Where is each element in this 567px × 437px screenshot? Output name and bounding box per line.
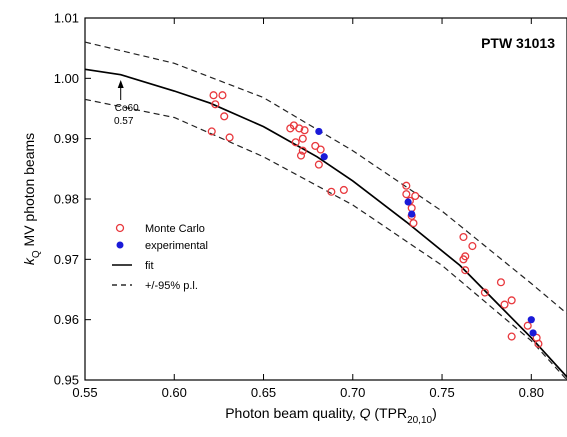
y-tick-label: 0.96 [54,312,79,327]
monte-carlo-point [480,288,489,297]
monte-carlo-point [407,204,416,213]
x-axis-title-open: (TPR [371,405,408,421]
axis-ticks: 0.55 0.60 0.65 0.70 0.75 0.80 0.95 0.96 0.97 0.98… [54,11,544,401]
monte-carlo-point [295,124,304,133]
x-tick-label: 0.65 [251,385,276,400]
experimental-point [315,127,323,136]
monte-carlo-point [534,339,543,348]
x-axis-title-symbol: Q [360,405,371,421]
fit-lines [84,41,567,381]
plot-area [84,17,567,381]
y-axis-title-rest: MV photon beams [21,133,37,251]
x-tick-label: 0.80 [519,385,544,400]
experimental-point [404,198,412,206]
y-tick-label: 0.98 [54,192,79,207]
monte-carlo-point [220,112,229,121]
monte-carlo-point [209,91,218,100]
monte-carlo-point [296,151,306,160]
monte-carlo-point [211,100,220,109]
y-tick-label: 1.01 [54,11,79,26]
monte-carlo-point [459,232,468,242]
data-points [207,91,543,348]
experimental-point [529,329,537,337]
monte-carlo-point [316,145,325,154]
x-tick-label: 0.75 [429,385,454,400]
monte-carlo-point [411,191,420,201]
monte-carlo-point [496,278,505,287]
x-tick-label: 0.70 [340,385,365,400]
y-axis-title-symbol: k [21,257,37,265]
monte-carlo-point [218,91,227,100]
monte-carlo-point [207,127,216,136]
monte-carlo-point [468,242,477,251]
x-axis-title: Photon beam quality, Q (TPR20,10) [225,405,437,426]
monte-carlo-point [314,160,323,169]
experimental-point [320,153,328,161]
monte-carlo-point [507,332,516,341]
monte-carlo-point [402,190,411,199]
monte-carlo-point [409,219,418,228]
monte-carlo-point [339,185,348,195]
monte-carlo-point [507,296,516,305]
monte-carlo-point [225,133,234,142]
legend-marker-experimental [116,241,124,249]
fit-line [84,68,567,378]
x-tick-label: 0.55 [72,385,97,400]
y-axis-title-subscript: Q [31,250,42,258]
co60-value: 0.57 [114,116,134,127]
x-axis-title-main: Photon beam quality, [225,405,359,421]
monte-carlo-point [291,138,300,147]
monte-carlo-point [523,321,532,330]
prediction-limit-upper [84,41,567,315]
y-tick-label: 0.99 [54,131,79,146]
monte-carlo-point [298,134,307,143]
y-axis-title: kQ MV photon beams [21,133,42,265]
legend-label-monte-carlo: Monte Carlo [145,223,205,235]
x-tick-label: 0.60 [162,385,187,400]
monte-carlo-point [461,266,470,275]
legend-marker-monte-carlo [115,223,125,233]
co60-label: Co60 [115,103,139,114]
co60-annotation: Co60 0.57 [114,80,139,127]
monte-carlo-point [327,187,336,196]
legend-label-prediction-limits: +/-95% p.l. [145,280,198,292]
monte-carlo-point [461,252,470,261]
monte-carlo-point [300,126,309,135]
y-tick-label: 0.95 [54,373,79,388]
monte-carlo-point [311,141,320,150]
chart-title: PTW 31013 [481,35,555,51]
y-tick-label: 1.00 [54,71,79,86]
legend-label-fit: fit [145,260,154,272]
monte-carlo-point [402,181,411,190]
co60-arrow-head [117,80,124,88]
experimental-point [408,210,416,218]
legend-label-experimental: experimental [145,240,208,252]
experimental-point [527,316,535,324]
x-axis-title-close: ) [432,405,437,421]
prediction-limit-lower [84,98,567,381]
y-tick-label: 0.97 [54,252,79,267]
monte-carlo-point [500,300,509,309]
monte-carlo-point [298,146,307,155]
legend: Monte Carlo experimental fit +/-95% p.l. [112,223,208,292]
x-axis-title-subscript: 20,10 [407,415,432,426]
